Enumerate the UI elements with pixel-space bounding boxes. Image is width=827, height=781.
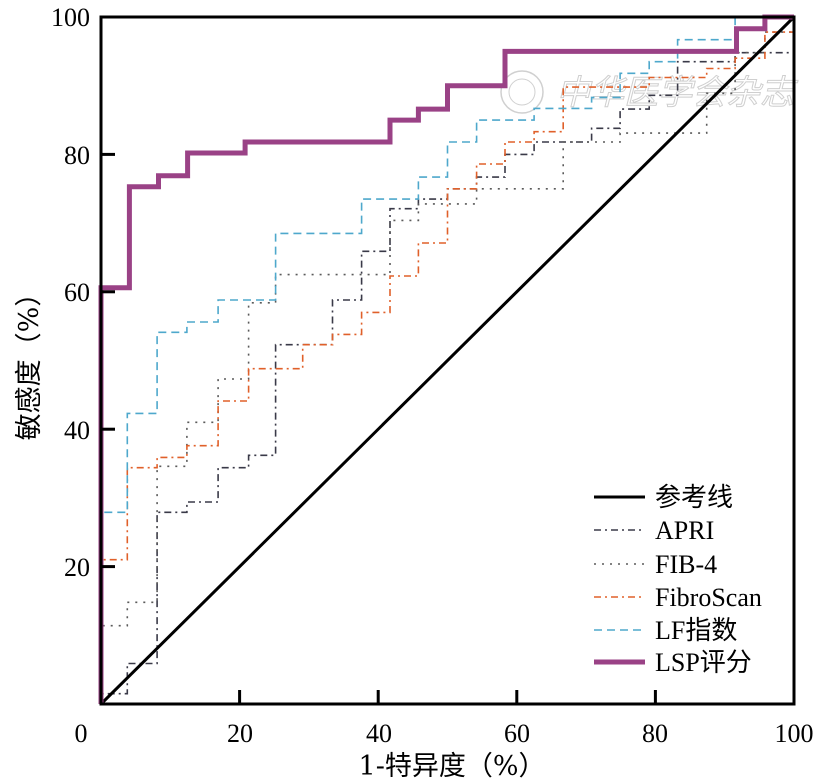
legend-label-lsp: LSP评分 <box>655 648 752 677</box>
series-line- <box>99 15 796 706</box>
y-axis-title: 敏感度（%） <box>14 280 45 441</box>
legend-label-reference: 参考线 <box>655 483 733 512</box>
legend-label-fibroscan: FibroScan <box>655 583 762 612</box>
y-tick-labels: 20 40 60 80 100 <box>51 3 90 582</box>
legend-label-apri: APRI <box>655 516 714 545</box>
legend-label-fib4: FIB-4 <box>655 550 717 579</box>
series-line-lsp <box>98 14 794 704</box>
x-tick-label-100: 100 <box>775 719 814 748</box>
x-tick-label-80: 80 <box>642 719 668 748</box>
series-line-fibroscan <box>100 17 795 704</box>
y-tick-label-40: 40 <box>64 416 90 445</box>
x-tick-label-60: 60 <box>504 719 530 748</box>
y-tick-label-20: 20 <box>64 553 90 582</box>
y-tick-label-60: 60 <box>64 278 90 307</box>
x-tick-label-40: 40 <box>366 719 392 748</box>
x-tick-labels: 0 20 40 60 80 100 <box>75 719 814 748</box>
x-tick-label-20: 20 <box>227 719 253 748</box>
watermark-seal-icon <box>500 70 544 114</box>
series-layer <box>98 14 796 706</box>
y-tick-label-80: 80 <box>64 141 90 170</box>
series-line-lf <box>100 16 794 704</box>
tick-layer <box>101 152 657 704</box>
y-tick-label-100: 100 <box>51 3 90 32</box>
x-axis-title: 1-特异度（%） <box>359 751 546 781</box>
legend: 参考线 APRI FIB-4 FibroScan LF指数 LSP评分 <box>594 483 762 677</box>
x-tick-label-0: 0 <box>75 719 88 748</box>
plot-frame <box>99 15 796 706</box>
watermark-seal-inner-icon <box>508 78 536 106</box>
legend-label-lf: LF指数 <box>655 616 737 645</box>
